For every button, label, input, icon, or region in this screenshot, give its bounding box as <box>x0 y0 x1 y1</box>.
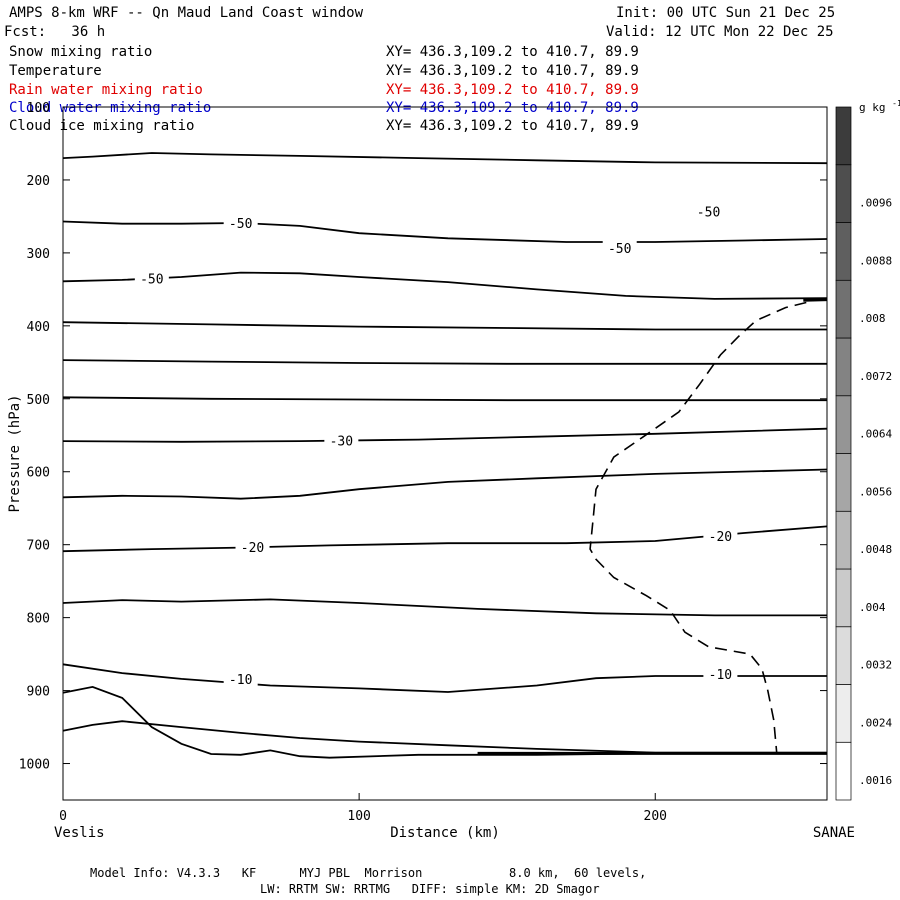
colorbar-swatch <box>835 106 852 166</box>
isotherm-line <box>62 321 827 331</box>
colorbar-swatch <box>835 510 852 570</box>
contour-label-bg <box>703 527 738 544</box>
colorbar-label: .0072 <box>859 370 892 383</box>
x-tick-label: 200 <box>644 809 667 824</box>
contour-label: -50 <box>229 217 252 232</box>
x-axis-label: Distance (km) <box>390 825 500 841</box>
isotherm-line <box>62 663 827 693</box>
valid-time: Valid: 12 UTC Mon 22 Dec 25 <box>606 24 834 40</box>
right-location-label: SANAE <box>813 825 855 841</box>
isotherm-line <box>62 359 827 365</box>
contour-label-bg <box>223 214 258 231</box>
colorbar-unit-exponent: -1 <box>892 99 900 108</box>
isotherm-line <box>62 271 828 300</box>
colorbar-label: .004 <box>859 601 886 614</box>
colorbar-unit: g kg -1 <box>859 99 900 114</box>
contour-label: -20 <box>709 530 732 545</box>
plot-frame <box>62 106 828 801</box>
colorbar-label: .008 <box>859 312 886 325</box>
contour-label-bg <box>235 538 270 555</box>
isotherm-line <box>62 468 828 500</box>
forecast-hour: Fcst: 36 h <box>4 24 106 40</box>
colorbar-label: .0056 <box>859 485 892 498</box>
colorbar-label: .0032 <box>859 659 892 672</box>
colorbar-label: .0064 <box>859 428 892 441</box>
colorbar-swatch <box>835 222 852 281</box>
colorbar-swatch <box>835 741 852 801</box>
contour-label-bg <box>703 665 738 682</box>
y-tick-label: 700 <box>27 539 50 554</box>
y-tick-label: 400 <box>27 320 50 335</box>
model-info: Model Info: V4.3.3 KF MYJ PBL Morrison 8… <box>90 866 647 880</box>
colorbar-swatch <box>835 279 852 339</box>
x-tick-label: 100 <box>347 809 370 824</box>
isotherm-line <box>62 152 828 165</box>
field-label: Cloud ice mixing ratio <box>9 118 195 134</box>
y-tick-label: 500 <box>27 393 50 408</box>
field-xy: XY= 436.3,109.2 to 410.7, 89.9 <box>386 118 639 134</box>
isotherm-line <box>62 396 827 402</box>
colorbar-label: .0048 <box>859 543 892 556</box>
y-tick-label: 1000 <box>19 758 50 773</box>
colorbar-swatch <box>835 395 852 454</box>
field-label: Snow mixing ratio <box>9 44 153 60</box>
contour-label-bg <box>324 432 359 449</box>
y-axis-label: Pressure (hPa) <box>7 394 23 512</box>
field-xy: XY= 436.3,109.2 to 410.7, 89.9 <box>386 44 639 60</box>
isotherm-line <box>62 598 827 617</box>
colorbar-swatch <box>835 453 852 512</box>
contour-label: -50 <box>697 205 720 220</box>
colorbar-label: .0016 <box>859 774 892 787</box>
contour-label: -50 <box>608 242 631 257</box>
colorbar-unit-text: g kg <box>859 101 892 114</box>
contour-label: -20 <box>241 541 264 556</box>
colorbar-swatch <box>835 684 852 743</box>
contour-label-bg <box>134 270 169 287</box>
colorbar-label: .0024 <box>859 716 892 729</box>
y-tick-label: 900 <box>27 685 50 700</box>
y-tick-label: 300 <box>27 247 50 262</box>
contour-label: -50 <box>140 272 163 287</box>
terrain-line <box>62 685 827 759</box>
y-tick-label: 100 <box>27 101 50 116</box>
colorbar-swatch <box>835 164 852 223</box>
colorbar-label: .0088 <box>859 254 892 267</box>
contour-label-bg <box>223 670 258 687</box>
colorbar-label: .0096 <box>859 197 892 210</box>
contour-label-bg <box>691 203 726 220</box>
chart-title: AMPS 8-km WRF -- Qn Maud Land Coast wind… <box>9 5 364 21</box>
contour-label: -10 <box>229 673 252 688</box>
colorbar-swatch <box>835 337 852 397</box>
field-label: Temperature <box>9 63 102 79</box>
x-tick-label: 0 <box>59 809 67 824</box>
isotherm-line <box>62 427 828 443</box>
y-tick-label: 600 <box>27 466 50 481</box>
field-xy: XY= 436.3,109.2 to 410.7, 89.9 <box>386 63 639 79</box>
y-tick-label: 200 <box>27 174 50 189</box>
snow-mixing-ratio-contour <box>589 301 807 753</box>
isotherm-line <box>62 220 828 243</box>
isotherm-line <box>62 720 827 754</box>
colorbar-swatch <box>835 568 852 628</box>
contour-label: -30 <box>330 434 353 449</box>
contour-label: -10 <box>709 668 732 683</box>
left-location-label: Veslis <box>54 825 105 841</box>
field-xy: XY= 436.3,109.2 to 410.7, 89.9 <box>386 100 639 116</box>
contour-label-bg <box>602 239 637 256</box>
model-physics: LW: RRTM SW: RRTMG DIFF: simple KM: 2D S… <box>260 882 600 896</box>
colorbar-swatch <box>835 626 852 685</box>
field-label: Cloud water mixing ratio <box>9 100 212 116</box>
isotherm-edge <box>803 298 828 302</box>
y-tick-label: 800 <box>27 612 50 627</box>
field-xy: XY= 436.3,109.2 to 410.7, 89.9 <box>386 82 639 98</box>
init-time: Init: 00 UTC Sun 21 Dec 25 <box>616 5 836 21</box>
field-label: Rain water mixing ratio <box>9 82 203 98</box>
